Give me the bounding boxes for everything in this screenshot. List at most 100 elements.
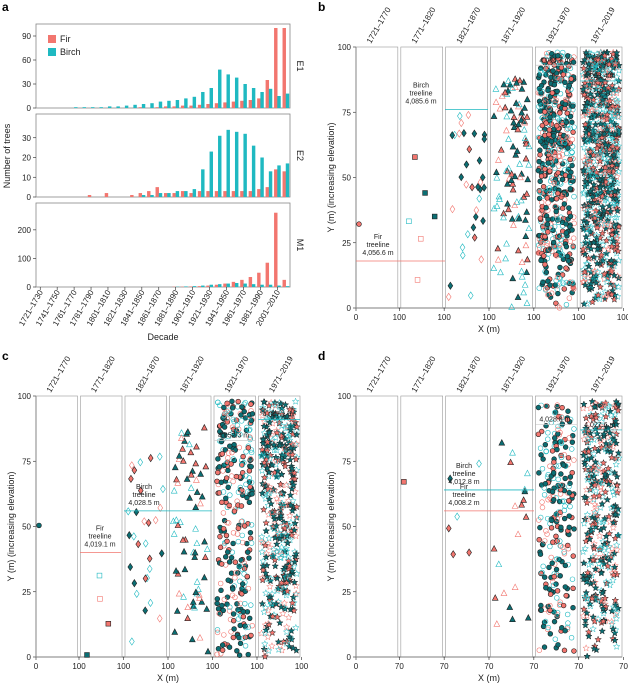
tree-fir-point [224,533,229,538]
panel-label-c: c [2,349,9,363]
treeline-label-1971: 4,093.4 m [584,73,615,80]
period-label: 1921–1970 [544,354,572,394]
tree-birch-point [232,627,237,632]
bar-fir-E1 [266,80,269,108]
bar-birch-E1 [176,100,179,108]
birch-treeline-label: 4,012.8 m [448,479,479,486]
tree-fir-point [536,432,541,437]
bar-birch-E1 [235,78,238,108]
tree-birch-point [552,436,557,441]
tree-fir-point [595,636,601,642]
tree-birch-point [236,539,241,544]
period-label: 1721–1770 [45,354,73,394]
bar-fir-E2 [257,189,260,197]
bar-birch-E1 [100,107,103,108]
tree-birch-point [562,516,567,521]
tree-birch-point [523,233,529,239]
tree-fir-point [218,545,223,550]
tree-birch-point [161,485,166,492]
legend-birch-label: Birch [60,47,81,57]
tree-fir-point [229,474,234,479]
bar-fir-M1 [223,284,226,287]
y-tick-label: 90 [22,32,31,41]
tree-birch-point [556,642,561,647]
bar-birch-M1 [193,286,196,287]
tree-birch-point [219,439,224,444]
tree-birch-point [187,495,193,501]
tree-fir-point [568,239,573,244]
period-label: 1921–1970 [544,5,572,45]
tree-birch-point [129,638,134,645]
tree-birch-point [548,283,553,288]
tree-birch-point [560,177,565,182]
tree-birch-point [551,240,556,245]
tree-fir-point [552,574,557,579]
tree-fir-point [188,449,194,455]
bar-birch-M1 [243,284,246,287]
tree-fir-point [550,91,555,96]
x-tick-label: 100 [250,662,264,671]
y-tick-label: 0 [27,283,32,292]
tree-birch-point [556,464,561,469]
tree-birch-point [85,653,90,658]
tree-birch-point [551,134,556,139]
tree-birch-point [185,429,191,435]
tree-birch-point [97,573,102,578]
bar-fir-M1 [215,285,218,287]
tree-birch-point [202,539,208,545]
tree-birch-point [147,565,152,572]
fir-treeline-label: Fir [96,526,105,533]
x-tick-label: 100 [295,662,309,671]
tree-fir-point [547,127,552,132]
tree-birch-point [563,563,568,568]
tree-birch-point [506,136,512,142]
bar-birch-E1 [184,98,187,108]
panel-label-b: b [318,0,325,14]
tree-birch-point [290,594,296,600]
bar-birch-E1 [252,88,255,108]
tree-birch-point [471,224,476,231]
tree-fir-point [523,242,529,248]
tree-birch-point [292,398,298,404]
tree-fir-point [450,206,455,213]
tree-birch-point [555,447,560,452]
tree-birch-point [551,470,556,475]
birch-treeline-label: Birch [413,83,429,90]
y-tick-label: 75 [342,108,351,117]
bar-birch-E1 [108,106,111,108]
tree-birch-point [225,550,230,555]
tree-fir-point [562,648,567,653]
tree-fir-point [571,130,576,135]
tree-birch-point [227,493,232,498]
tree-birch-point [544,423,549,428]
bar-fir-E1 [164,106,167,108]
bar-fir-E2 [215,191,218,197]
tree-birch-point [227,605,232,610]
subplot-name-M1: M1 [295,239,305,252]
tree-birch-point [477,195,482,202]
bar-birch-E1 [260,92,263,108]
tree-fir-point [537,648,542,653]
tree-fir-point [616,86,622,92]
tree-birch-point [250,491,255,496]
tree-birch-point [537,148,542,153]
tree-fir-point [491,546,497,552]
tree-fir-point [566,498,571,503]
tree-birch-point [247,500,252,505]
x-axis-label-a: Decade [147,332,178,342]
tree-birch-point [538,603,543,608]
figure: a0306090E10102030E20100200M1FirBirchNumb… [0,0,628,685]
tree-fir-point [401,479,406,484]
tree-fir-point [233,560,238,565]
birch-treeline-label: 4,085.6 m [405,99,436,106]
bar-birch-E2 [243,134,246,197]
tree-birch-point [568,475,573,480]
tree-birch-point [564,222,569,227]
tree-birch-point [546,625,551,630]
tree-birch-point [201,574,207,580]
bar-fir-E2 [283,171,286,197]
y-tick-label: 75 [22,457,31,466]
tree-fir-point [218,581,223,586]
tree-fir-point [570,137,575,142]
period-label: 1871–1920 [178,354,206,394]
